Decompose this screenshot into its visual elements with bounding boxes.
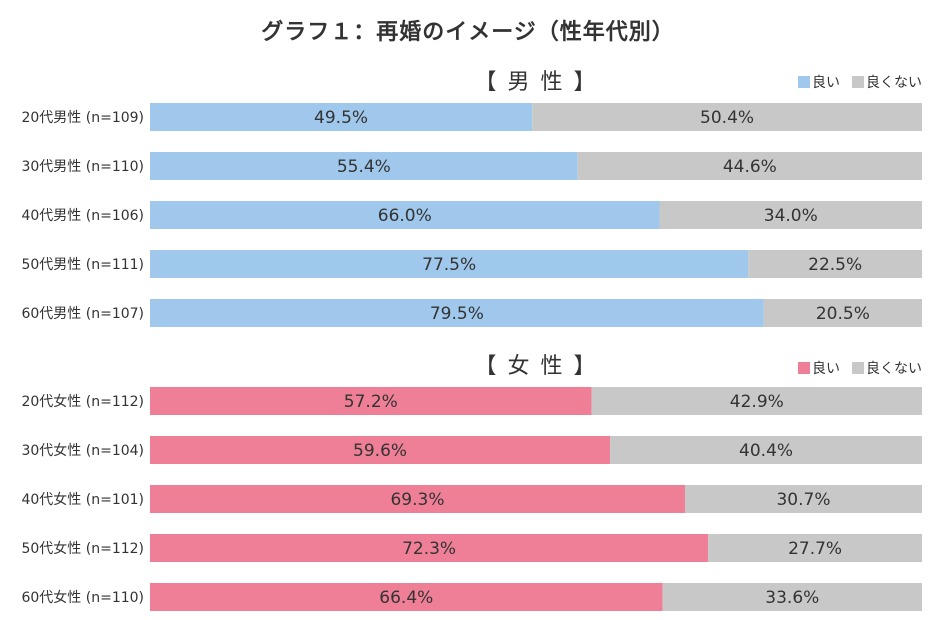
male-row-1-good-bar xyxy=(150,152,578,180)
legend-item-bad: 良くない xyxy=(852,72,922,92)
male-row-0-good-value: 49.5% xyxy=(314,108,368,128)
legend-swatch-good xyxy=(798,362,810,374)
female-row-4-good-value: 66.4% xyxy=(379,588,433,608)
male-row-3-category-label: 50代男性 (n=111) xyxy=(21,257,144,273)
male-row-1-bad-value: 44.6% xyxy=(723,157,777,177)
legend-label-bad: 良くない xyxy=(866,361,922,377)
female-row-0-bad-value: 42.9% xyxy=(730,392,784,412)
female-row-1-category-label: 30代女性 (n=104) xyxy=(21,442,144,459)
male-row-3-bad-bar xyxy=(748,250,922,278)
female-row-1-bad-value: 40.4% xyxy=(739,441,793,461)
male-row-0-bad-value: 50.4% xyxy=(700,108,754,128)
legend-item-good: 良い xyxy=(798,72,840,92)
male-row-4-good-bar xyxy=(150,299,764,327)
legend-item-bad: 良くない xyxy=(852,358,922,378)
male-row-1-bad-bar xyxy=(577,152,922,180)
male-row-3-good-value: 77.5% xyxy=(422,255,476,275)
male-legend: 良い 良くない xyxy=(798,72,922,92)
male-row-2-good-bar xyxy=(150,201,660,229)
female-row-1-good-bar xyxy=(150,436,611,464)
male-row-0-good-bar xyxy=(150,103,533,131)
female-row-0-bad-bar xyxy=(591,387,922,415)
male-row-2-category-label: 40代男性 (n=106) xyxy=(21,208,144,224)
female-section-title: 【 女 性 】 xyxy=(474,354,598,379)
male-row-4-bad-bar xyxy=(763,299,922,327)
legend-label-bad: 良くない xyxy=(866,75,922,91)
legend-swatch-bad xyxy=(852,362,864,374)
male-row-4-bad-value: 20.5% xyxy=(816,304,870,324)
legend-swatch-bad xyxy=(852,76,864,88)
female-row-1-good-value: 59.6% xyxy=(353,441,407,461)
male-row-2-bad-value: 34.0% xyxy=(764,206,818,226)
female-row-3-good-value: 72.3% xyxy=(402,539,456,559)
female-row-4-bad-bar xyxy=(662,583,922,611)
female-row-4-good-bar xyxy=(150,583,663,611)
male-row-4-good-value: 79.5% xyxy=(430,304,484,324)
female-row-3-bad-value: 27.7% xyxy=(788,539,842,559)
legend-swatch-good xyxy=(798,76,810,88)
female-row-2-bad-bar xyxy=(684,485,922,513)
male-row-2-good-value: 66.0% xyxy=(378,206,432,226)
female-row-3-bad-bar xyxy=(708,534,922,562)
female-legend: 良い 良くない xyxy=(798,358,922,378)
female-row-0-good-bar xyxy=(150,387,592,415)
female-row-4-category-label: 60代女性 (n=110) xyxy=(21,589,144,606)
chart-title: グラフ１：再婚のイメージ（性年代別） xyxy=(261,20,675,45)
female-row-1-bad-bar xyxy=(610,436,922,464)
male-row-3-good-bar xyxy=(150,250,749,278)
male-row-0-category-label: 20代男性 (n=109) xyxy=(21,110,144,126)
male-row-3-bad-value: 22.5% xyxy=(808,255,862,275)
male-row-4-category-label: 60代男性 (n=107) xyxy=(21,306,144,322)
male-row-1-good-value: 55.4% xyxy=(337,157,391,177)
legend-label-good: 良い xyxy=(812,361,840,377)
legend-label-good: 良い xyxy=(812,75,840,91)
male-section-title: 【 男 性 】 xyxy=(474,70,598,95)
female-row-2-bad-value: 30.7% xyxy=(776,490,830,510)
female-row-0-category-label: 20代女性 (n=112) xyxy=(21,393,144,410)
female-row-2-good-value: 69.3% xyxy=(390,490,444,510)
legend-item-good: 良い xyxy=(798,358,840,378)
male-row-1-category-label: 30代男性 (n=110) xyxy=(21,159,144,175)
male-row-0-bad-bar xyxy=(532,103,922,131)
female-row-0-good-value: 57.2% xyxy=(344,392,398,412)
female-row-3-good-bar xyxy=(150,534,709,562)
female-row-3-category-label: 50代女性 (n=112) xyxy=(21,540,144,557)
female-row-4-bad-value: 33.6% xyxy=(765,588,819,608)
female-row-2-good-bar xyxy=(150,485,685,513)
male-row-2-bad-bar xyxy=(659,201,922,229)
female-row-2-category-label: 40代女性 (n=101) xyxy=(21,491,144,508)
